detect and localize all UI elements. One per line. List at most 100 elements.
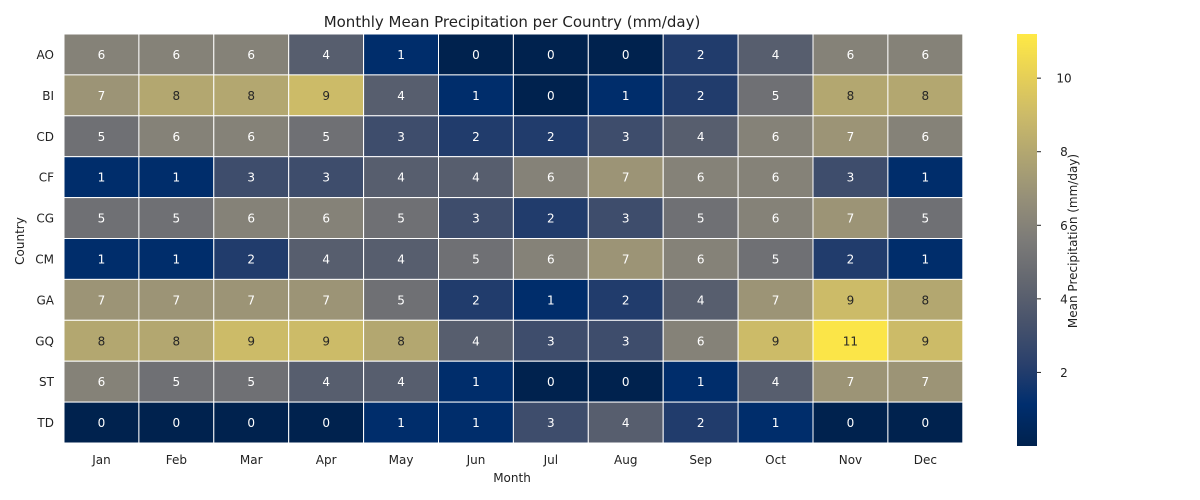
cell-value-GA-Sep: 4 bbox=[697, 293, 705, 307]
cell-value-CM-Feb: 1 bbox=[173, 252, 181, 266]
heatmap-cell-GA-Nov bbox=[812, 278, 889, 321]
x-tick-Feb: Feb bbox=[166, 453, 187, 467]
heatmap-cell-ST-Jul bbox=[512, 360, 589, 403]
cell-value-GQ-Sep: 6 bbox=[697, 334, 705, 348]
cell-value-CG-Apr: 6 bbox=[322, 212, 330, 226]
cell-value-GQ-Jun: 4 bbox=[472, 334, 480, 348]
cell-value-GA-Jun: 2 bbox=[472, 293, 480, 307]
heatmap-cell-ST-Aug bbox=[587, 360, 664, 403]
cell-value-CD-Mar: 6 bbox=[247, 130, 255, 144]
cell-value-GA-May: 5 bbox=[397, 293, 405, 307]
y-tick-CD: CD bbox=[36, 130, 54, 144]
heatmap-cell-CM-Dec bbox=[887, 238, 964, 280]
cell-value-ST-Oct: 4 bbox=[772, 375, 780, 389]
y-tick-AO: AO bbox=[37, 48, 54, 62]
colorbar: 2 4 6 8 10 bbox=[1017, 34, 1072, 446]
heatmap-cell-BI-Jul bbox=[512, 74, 589, 117]
cell-value-BI-Oct: 5 bbox=[772, 89, 780, 103]
heatmap-cell-CF-Mar bbox=[213, 156, 290, 199]
cell-value-AO-Aug: 0 bbox=[622, 48, 630, 62]
y-tick-BI: BI bbox=[42, 89, 54, 103]
x-axis-ticks: Jan Feb Mar Apr May Jun Jul Aug Sep Oct Nov Dec bbox=[91, 453, 937, 467]
x-tick-Jan: Jan bbox=[91, 453, 111, 467]
x-tick-Dec: Dec bbox=[914, 453, 937, 467]
heatmap-cell-BI-Apr bbox=[288, 74, 365, 117]
heatmap-cell-BI-Sep bbox=[662, 74, 739, 117]
x-tick-Oct: Oct bbox=[765, 453, 786, 467]
colorbar-gradient bbox=[1017, 34, 1037, 446]
heatmap-cells bbox=[63, 33, 964, 444]
cell-value-CG-Aug: 3 bbox=[622, 212, 630, 226]
heatmap-cell-labels: 6 6 6 4 1 0 0 0 2 4 6 67 8 8 9 4 1 0 1 2 5 8 85 6 6 5 3 2 2 3 4 6 7 61 1 3 3… bbox=[98, 48, 930, 430]
colorbar-tick-4: 4 bbox=[1060, 292, 1068, 306]
cell-value-CM-Jan: 1 bbox=[98, 252, 106, 266]
heatmap-cell-AO-Dec bbox=[887, 33, 964, 76]
heatmap-cell-TD-Feb bbox=[138, 401, 215, 444]
heatmap-cell-AO-Aug bbox=[587, 33, 664, 76]
heatmap-cell-CD-May bbox=[363, 115, 440, 158]
heatmap-cell-TD-Jul bbox=[512, 401, 589, 444]
cell-value-CG-Jul: 2 bbox=[547, 212, 555, 226]
cell-value-ST-Mar: 5 bbox=[247, 375, 255, 389]
heatmap-cell-CG-Jul bbox=[512, 197, 589, 240]
cell-value-BI-Jul: 0 bbox=[547, 89, 555, 103]
cell-value-CF-Jan: 1 bbox=[98, 171, 106, 185]
x-tick-Jul: Jul bbox=[543, 453, 558, 467]
heatmap-cell-ST-Sep bbox=[662, 360, 739, 403]
cell-value-CM-Jun: 5 bbox=[472, 252, 480, 266]
cell-value-CD-Jul: 2 bbox=[547, 130, 555, 144]
cell-value-BI-Aug: 1 bbox=[622, 89, 630, 103]
chart-title: Monthly Mean Precipitation per Country (… bbox=[324, 13, 701, 31]
heatmap-cell-CG-Feb bbox=[138, 197, 215, 240]
heatmap-cell-GA-Sep bbox=[662, 278, 739, 321]
cell-value-TD-Aug: 4 bbox=[622, 416, 630, 430]
heatmap-cell-CF-Jan bbox=[63, 156, 140, 199]
cell-value-TD-Apr: 0 bbox=[322, 416, 330, 430]
heatmap-cell-GA-May bbox=[363, 278, 440, 321]
cell-value-TD-Nov: 0 bbox=[847, 416, 855, 430]
heatmap-cell-BI-Dec bbox=[887, 74, 964, 117]
cell-value-GQ-Nov: 11 bbox=[843, 334, 858, 348]
heatmap-cell-ST-Mar bbox=[213, 360, 290, 403]
cell-value-CD-May: 3 bbox=[397, 130, 405, 144]
heatmap-cell-ST-Apr bbox=[288, 360, 365, 403]
y-axis-label: Country bbox=[13, 217, 27, 265]
cell-value-ST-Jan: 6 bbox=[98, 375, 106, 389]
heatmap-cell-CG-May bbox=[363, 197, 440, 240]
heatmap-cell-TD-May bbox=[363, 401, 440, 444]
x-tick-Sep: Sep bbox=[689, 453, 712, 467]
heatmap-cell-GQ-Jan bbox=[63, 319, 140, 362]
cell-value-ST-Feb: 5 bbox=[173, 375, 181, 389]
heatmap-cell-BI-Jun bbox=[438, 74, 514, 117]
colorbar-label: Mean Precipitation (mm/day) bbox=[1066, 154, 1080, 328]
cell-value-AO-Jan: 6 bbox=[98, 48, 106, 62]
heatmap-cell-CM-Jun bbox=[438, 238, 514, 280]
heatmap-cell-TD-Mar bbox=[213, 401, 290, 444]
heatmap-cell-GA-Feb bbox=[138, 278, 215, 321]
cell-value-AO-Apr: 4 bbox=[322, 48, 330, 62]
heatmap-cell-GA-Jan bbox=[63, 278, 140, 321]
heatmap-cell-AO-Feb bbox=[138, 33, 215, 76]
heatmap-cell-BI-Oct bbox=[737, 74, 814, 117]
heatmap-cell-CM-Apr bbox=[288, 238, 365, 280]
cell-value-CM-May: 4 bbox=[397, 252, 405, 266]
colorbar-tick-2: 2 bbox=[1060, 366, 1068, 380]
cell-value-CG-Jan: 5 bbox=[98, 212, 106, 226]
y-tick-ST: ST bbox=[39, 375, 55, 389]
heatmap-cell-TD-Jan bbox=[63, 401, 140, 444]
y-tick-CF: CF bbox=[39, 171, 54, 185]
cell-value-CF-Feb: 1 bbox=[173, 171, 181, 185]
cell-value-CD-Feb: 6 bbox=[173, 130, 181, 144]
cell-value-GA-Jan: 7 bbox=[98, 293, 106, 307]
heatmap-cell-TD-Aug bbox=[587, 401, 664, 444]
cell-value-GA-Nov: 9 bbox=[847, 293, 855, 307]
y-tick-GQ: GQ bbox=[35, 334, 54, 348]
y-tick-CM: CM bbox=[35, 252, 54, 266]
heatmap-cell-CM-Jan bbox=[63, 238, 140, 280]
cell-value-ST-Dec: 7 bbox=[922, 375, 930, 389]
cell-value-CD-Oct: 6 bbox=[772, 130, 780, 144]
cell-value-BI-Nov: 8 bbox=[847, 89, 855, 103]
heatmap-cell-CF-Oct bbox=[737, 156, 814, 199]
cell-value-AO-Jul: 0 bbox=[547, 48, 555, 62]
